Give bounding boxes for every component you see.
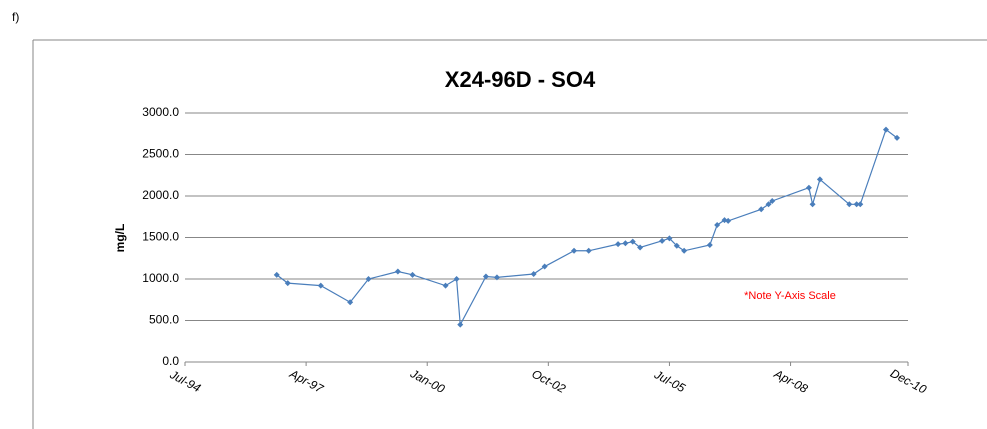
data-point: [893, 134, 900, 141]
data-point: [816, 176, 823, 183]
y-axis-label: mg/L: [113, 224, 127, 253]
data-point: [769, 197, 776, 204]
data-point: [284, 280, 291, 287]
data-point: [273, 271, 280, 278]
data-point: [365, 276, 372, 282]
data-point: [846, 201, 853, 208]
data-point: [541, 263, 548, 270]
data-point: [853, 201, 860, 208]
data-point: [882, 126, 889, 133]
data-point: [706, 241, 713, 248]
y-tick-label: 1000.0: [142, 271, 179, 285]
x-tick-label: Apr-97: [287, 366, 327, 396]
panel-label: f): [12, 10, 19, 24]
annotation: *Note Y-Axis Scale: [744, 290, 836, 302]
data-point: [714, 222, 721, 229]
data-point: [530, 271, 537, 278]
data-point: [347, 299, 354, 306]
data-point: [666, 235, 673, 242]
data-point: [637, 244, 644, 251]
x-tick-label: Apr-08: [771, 366, 810, 396]
y-tick-label: 2000.0: [142, 188, 179, 202]
y-tick-label: 1500.0: [142, 230, 179, 244]
data-point: [758, 206, 765, 213]
data-point: [805, 184, 812, 191]
data-point: [482, 273, 489, 280]
data-point: [571, 247, 578, 254]
data-point: [629, 238, 636, 245]
chart-title: X24-96D - SO4: [445, 67, 596, 92]
data-point: [409, 271, 416, 278]
y-tick-label: 3000.0: [142, 105, 179, 119]
y-tick-label: 500.0: [149, 313, 179, 327]
x-tick-label: Jul-05: [651, 367, 688, 395]
data-point: [681, 247, 688, 254]
x-tick-label: Jul-94: [167, 367, 204, 395]
data-point: [725, 217, 732, 224]
data-point: [585, 247, 592, 254]
data-point: [673, 242, 680, 249]
y-tick-label: 2500.0: [142, 147, 179, 161]
data-point: [493, 274, 500, 281]
data-point: [659, 237, 666, 244]
data-point: [442, 282, 449, 289]
data-point: [809, 201, 816, 208]
data-point: [457, 321, 464, 328]
data-point: [857, 201, 864, 208]
x-tick-label: Oct-02: [530, 367, 569, 396]
x-tick-label: Jan-00: [407, 366, 447, 396]
x-tick-label: Dec-10: [888, 366, 929, 397]
data-point: [453, 276, 460, 282]
data-point: [615, 241, 622, 248]
data-point: [622, 240, 629, 247]
data-point: [317, 282, 324, 289]
y-tick-label: 0.0: [162, 354, 179, 368]
data-point: [394, 268, 401, 275]
data-point: [765, 201, 772, 208]
